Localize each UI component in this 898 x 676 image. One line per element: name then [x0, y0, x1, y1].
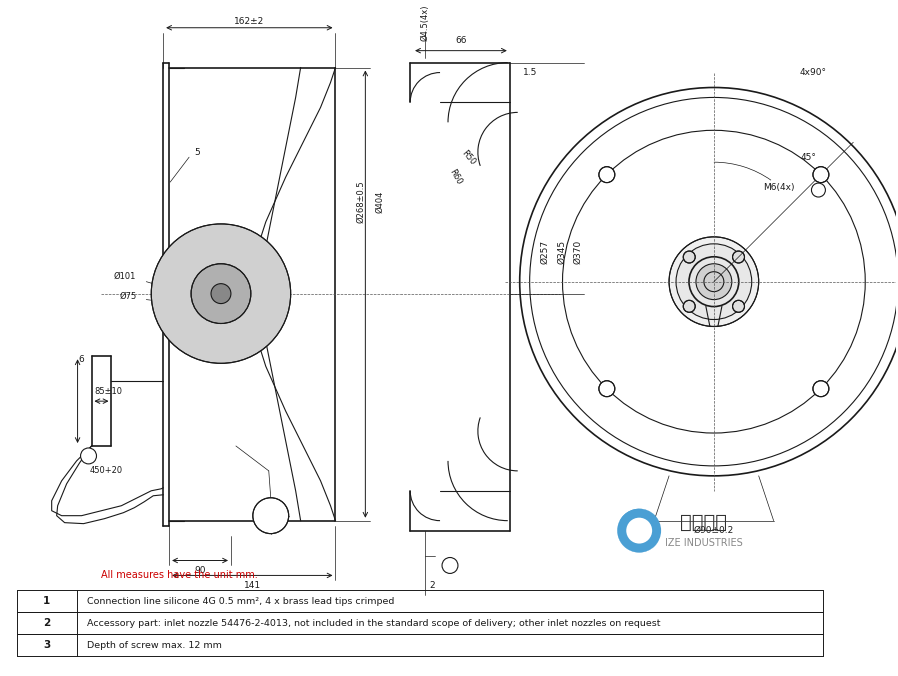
Text: 66: 66	[455, 37, 467, 45]
Circle shape	[733, 300, 744, 312]
Text: 2: 2	[447, 561, 453, 570]
Circle shape	[253, 498, 288, 533]
Text: 1.5: 1.5	[523, 68, 537, 77]
Circle shape	[211, 284, 231, 304]
Text: Ø370: Ø370	[573, 240, 582, 264]
Text: Ø90±0.2: Ø90±0.2	[694, 526, 734, 535]
Text: Depth of screw max. 12 mm: Depth of screw max. 12 mm	[86, 641, 222, 650]
Text: 6: 6	[79, 355, 84, 364]
Text: Ø268±0.5: Ø268±0.5	[356, 180, 365, 223]
Text: 2: 2	[43, 619, 50, 628]
Text: 1: 1	[86, 452, 92, 460]
Text: 450+20: 450+20	[90, 466, 123, 475]
Circle shape	[676, 244, 752, 320]
Circle shape	[191, 264, 251, 324]
Circle shape	[696, 264, 732, 299]
Text: Ø257: Ø257	[540, 240, 549, 264]
Text: IZE INDUSTRIES: IZE INDUSTRIES	[665, 537, 743, 548]
Wedge shape	[617, 509, 658, 552]
Text: Ø345: Ø345	[557, 240, 566, 264]
Text: 141: 141	[243, 581, 261, 590]
Circle shape	[599, 167, 615, 183]
Circle shape	[669, 237, 759, 327]
Text: 3: 3	[43, 640, 50, 650]
Text: 4x90°: 4x90°	[800, 68, 827, 77]
Text: Ø4.5(4x): Ø4.5(4x)	[420, 5, 429, 41]
Circle shape	[813, 167, 829, 183]
Circle shape	[151, 224, 291, 363]
Text: 2: 2	[429, 581, 435, 590]
Text: ⚡: ⚡	[632, 521, 646, 540]
Text: Ø101: Ø101	[114, 272, 136, 281]
Text: All measures have the unit mm.: All measures have the unit mm.	[101, 571, 259, 581]
Circle shape	[599, 381, 615, 397]
Circle shape	[683, 251, 695, 263]
Text: Accessory part: inlet nozzle 54476-2-4013, not included in the standard scope of: Accessory part: inlet nozzle 54476-2-401…	[86, 619, 660, 628]
Circle shape	[813, 381, 829, 397]
Text: R50: R50	[459, 148, 477, 166]
Text: 85±10: 85±10	[94, 387, 122, 395]
Text: 5: 5	[194, 148, 200, 157]
Circle shape	[617, 509, 661, 552]
Text: R60: R60	[447, 168, 463, 187]
Text: 爱澤工业: 爱澤工业	[681, 513, 727, 532]
Text: M6(4x): M6(4x)	[763, 183, 795, 191]
Circle shape	[733, 251, 744, 263]
Circle shape	[683, 300, 695, 312]
Circle shape	[442, 558, 458, 573]
Text: 3: 3	[815, 185, 821, 195]
Text: 1: 1	[43, 596, 50, 606]
Circle shape	[81, 448, 96, 464]
Wedge shape	[617, 509, 661, 552]
Text: 45°: 45°	[800, 153, 816, 162]
Text: 162±2: 162±2	[234, 18, 265, 26]
Text: Connection line silicone 4G 0.5 mm², 4 x brass lead tips crimped: Connection line silicone 4G 0.5 mm², 4 x…	[86, 597, 394, 606]
Text: Ø75: Ø75	[119, 292, 136, 301]
Circle shape	[812, 183, 825, 197]
Circle shape	[626, 518, 652, 544]
Text: Ø404: Ø404	[375, 191, 384, 213]
Text: 90: 90	[194, 566, 206, 575]
